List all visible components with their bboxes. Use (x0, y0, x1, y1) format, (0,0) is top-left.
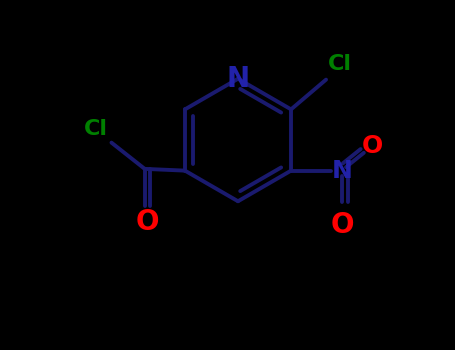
Text: N: N (332, 159, 353, 183)
Text: O: O (362, 134, 383, 158)
Text: Cl: Cl (84, 119, 108, 139)
Text: O: O (136, 209, 159, 237)
Text: N: N (227, 65, 249, 93)
Text: Cl: Cl (328, 54, 352, 75)
Text: O: O (331, 211, 354, 239)
